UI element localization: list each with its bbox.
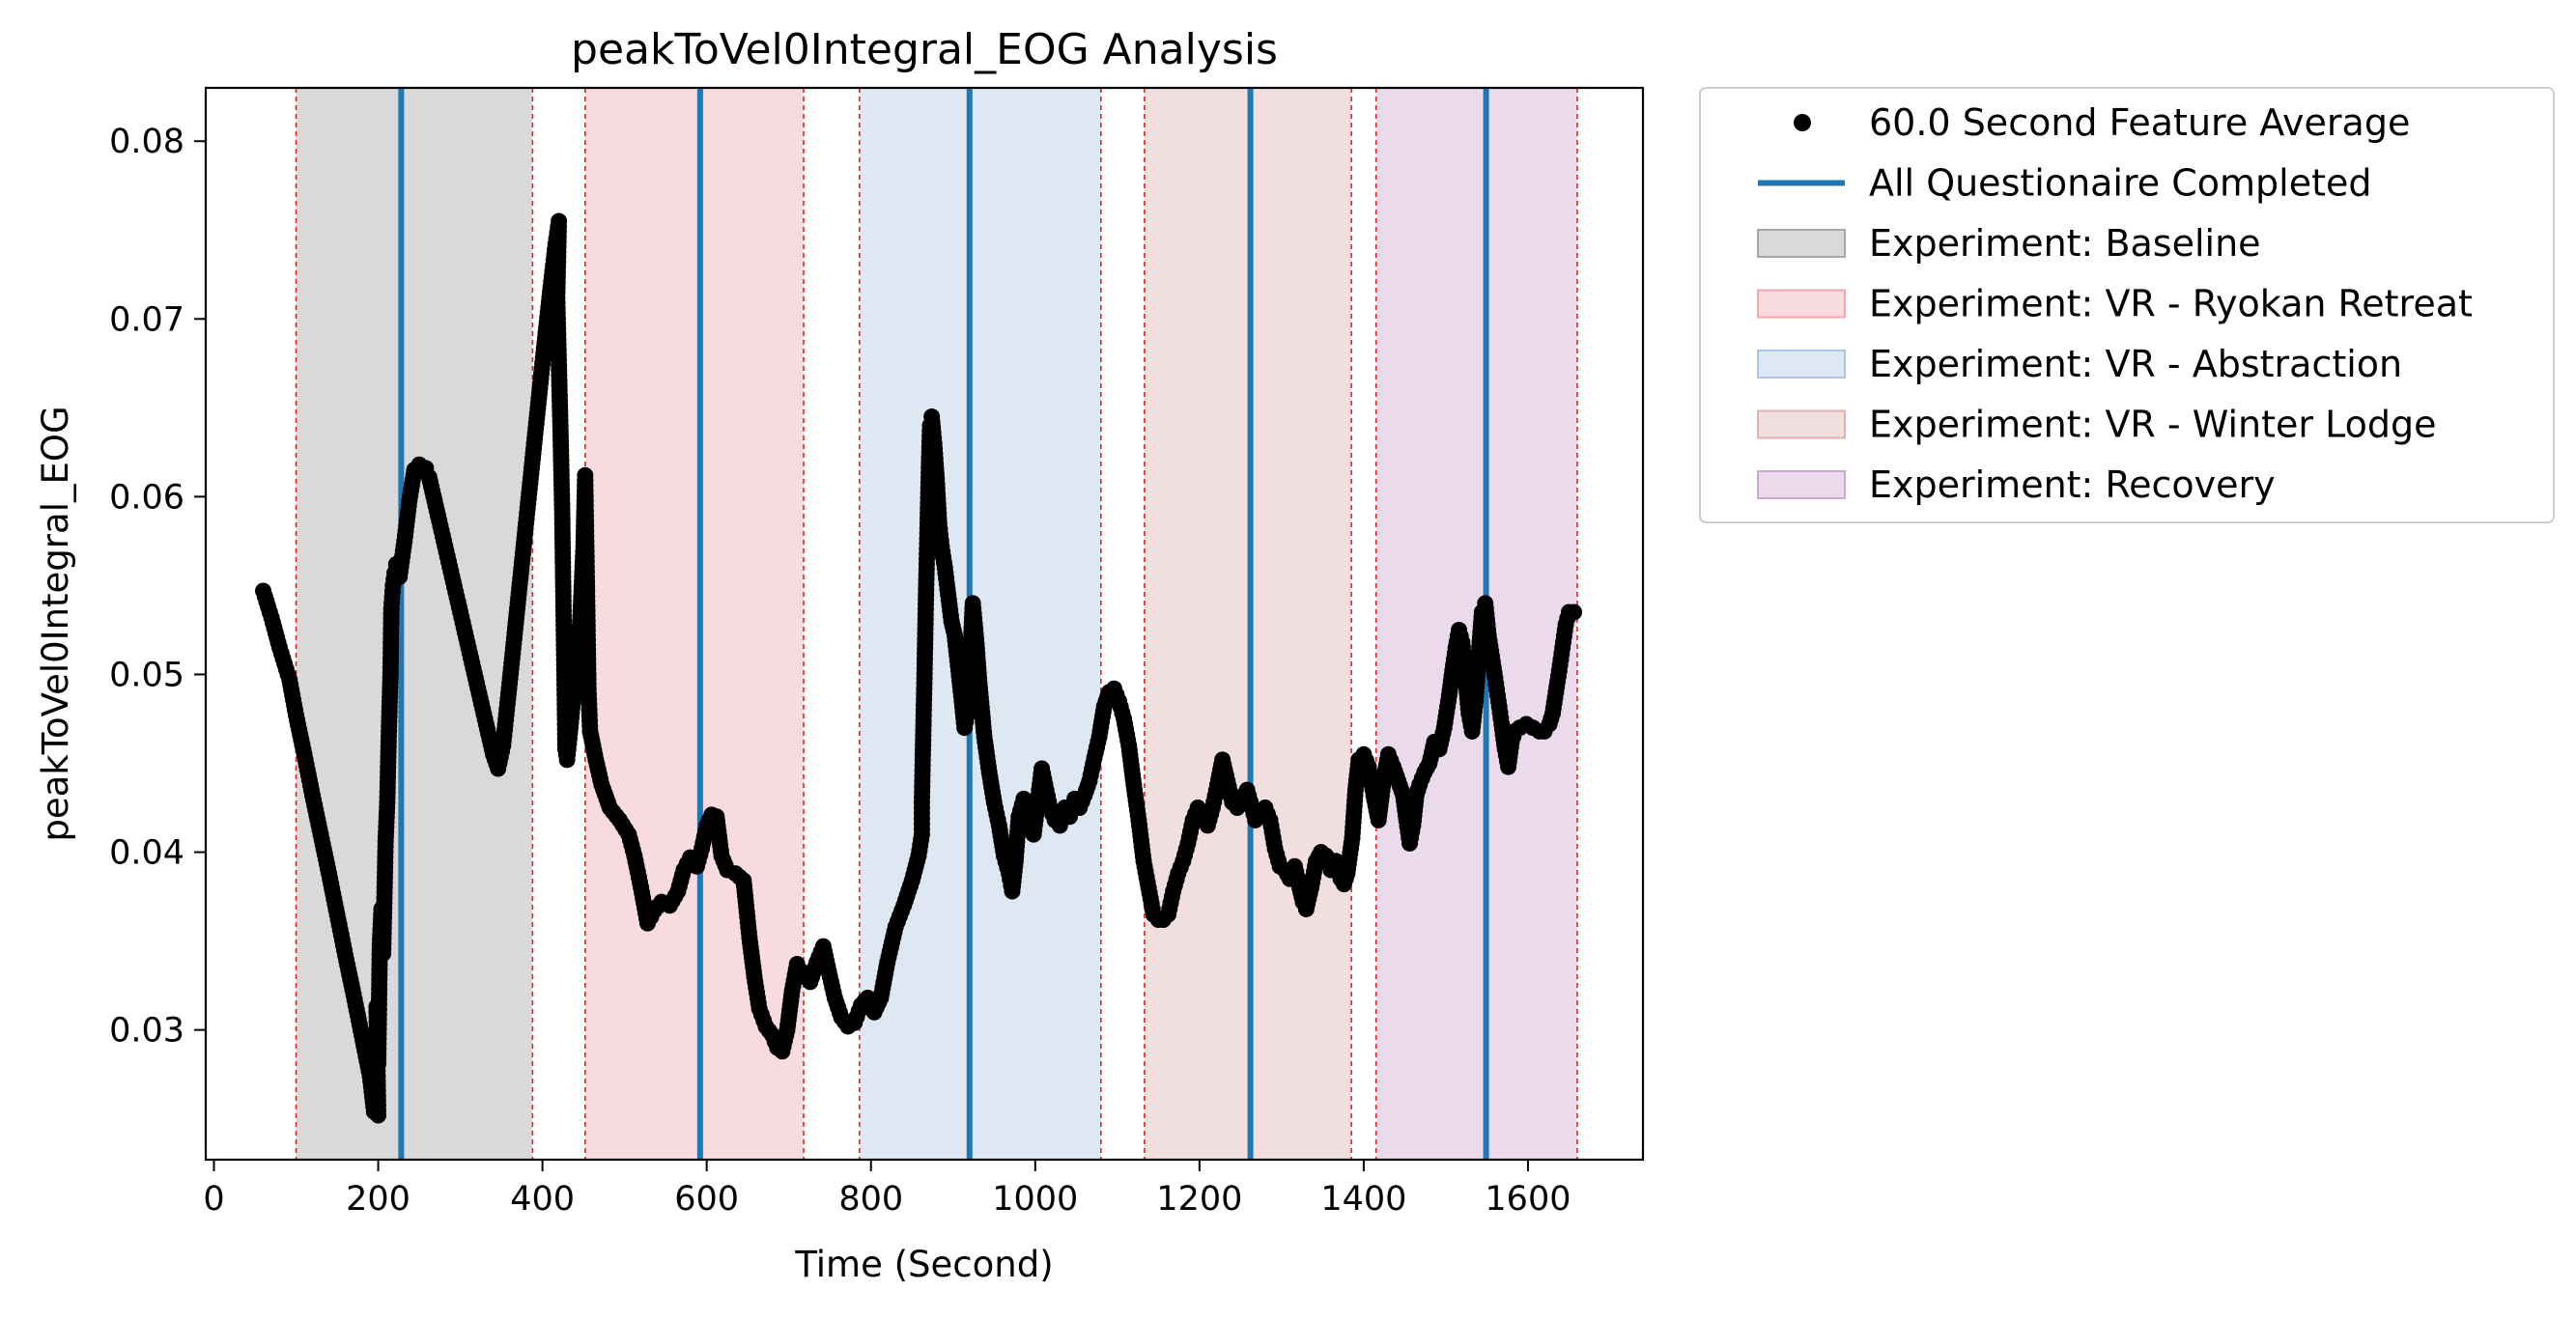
legend-patch-icon bbox=[1757, 229, 1846, 258]
y-tick-label: 0.03 bbox=[109, 1012, 184, 1051]
x-tick-label: 1200 bbox=[1156, 1180, 1242, 1219]
legend-box bbox=[1699, 87, 2555, 523]
y-axis-ticks: 0.03 0.04 0.05 0.06 0.07 0.08 bbox=[109, 123, 206, 1051]
legend-patch-icon bbox=[1757, 470, 1846, 499]
x-tick-label: 1000 bbox=[992, 1180, 1078, 1219]
x-axis-ticks: 0 200 400 600 800 1000 1200 1400 1600 bbox=[203, 1160, 1571, 1219]
legend-label: Experiment: Baseline bbox=[1869, 222, 2261, 265]
legend-label: Experiment: VR - Ryokan Retreat bbox=[1869, 283, 2473, 325]
x-tick-label: 600 bbox=[674, 1180, 739, 1219]
x-tick-label: 800 bbox=[838, 1180, 903, 1219]
x-axis-label: Time (Second) bbox=[794, 1244, 1053, 1285]
legend-patch-icon bbox=[1757, 350, 1846, 379]
y-tick-label: 0.05 bbox=[109, 656, 184, 694]
x-tick-label: 200 bbox=[346, 1180, 410, 1219]
y-tick-label: 0.08 bbox=[109, 123, 184, 161]
legend-items: 60.0 Second Feature Average All Questiona… bbox=[1757, 101, 2473, 506]
legend-label: Experiment: VR - Abstraction bbox=[1869, 343, 2402, 385]
chart-title: peakToVel0Integral_EOG Analysis bbox=[571, 25, 1278, 74]
legend-patch-icon bbox=[1757, 409, 1846, 439]
phase-band bbox=[584, 88, 805, 1160]
feature-average-points bbox=[255, 212, 1583, 1124]
legend-label: All Questionaire Completed bbox=[1869, 162, 2372, 205]
x-tick-label: 1600 bbox=[1485, 1180, 1571, 1219]
legend-label: 60.0 Second Feature Average bbox=[1869, 101, 2410, 144]
legend: 60.0 Second Feature Average All Questiona… bbox=[1699, 87, 2555, 523]
data-point bbox=[1566, 603, 1583, 621]
y-tick-label: 0.04 bbox=[109, 834, 184, 873]
x-tick-label: 400 bbox=[510, 1180, 575, 1219]
phase-band bbox=[296, 88, 533, 1160]
y-tick-label: 0.06 bbox=[109, 478, 184, 517]
plot-frame bbox=[204, 86, 1645, 1162]
x-tick-label: 0 bbox=[203, 1180, 224, 1219]
questionnaire-lines bbox=[398, 88, 1489, 1160]
legend-label: Experiment: VR - Winter Lodge bbox=[1869, 404, 2436, 446]
legend-label: Experiment: Recovery bbox=[1869, 463, 2276, 506]
y-axis-label: peakToVel0Integral_EOG bbox=[35, 406, 76, 841]
phase-boundaries bbox=[295, 88, 1578, 1160]
phase-bands bbox=[296, 88, 1577, 1160]
y-tick-label: 0.07 bbox=[109, 300, 184, 339]
legend-patch-icon bbox=[1757, 289, 1846, 319]
x-tick-label: 1400 bbox=[1320, 1180, 1406, 1219]
legend-marker-icon bbox=[1794, 114, 1811, 131]
